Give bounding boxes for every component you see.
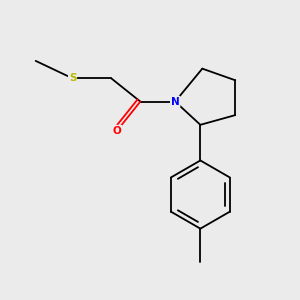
Text: N: N bbox=[171, 97, 180, 106]
Text: O: O bbox=[113, 126, 122, 136]
Text: S: S bbox=[69, 73, 76, 83]
